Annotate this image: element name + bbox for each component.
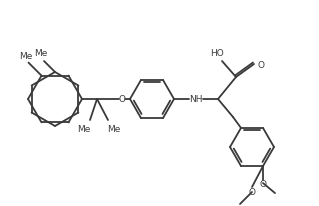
Text: O: O xyxy=(249,188,256,197)
Text: O: O xyxy=(118,95,125,104)
Text: Me: Me xyxy=(77,124,91,133)
Text: Me: Me xyxy=(19,52,32,61)
Text: NH: NH xyxy=(189,95,203,104)
Text: O: O xyxy=(258,60,265,69)
Text: Me: Me xyxy=(107,124,121,133)
Text: O: O xyxy=(259,179,266,188)
Text: Me: Me xyxy=(34,49,48,58)
Text: HO: HO xyxy=(210,49,224,58)
